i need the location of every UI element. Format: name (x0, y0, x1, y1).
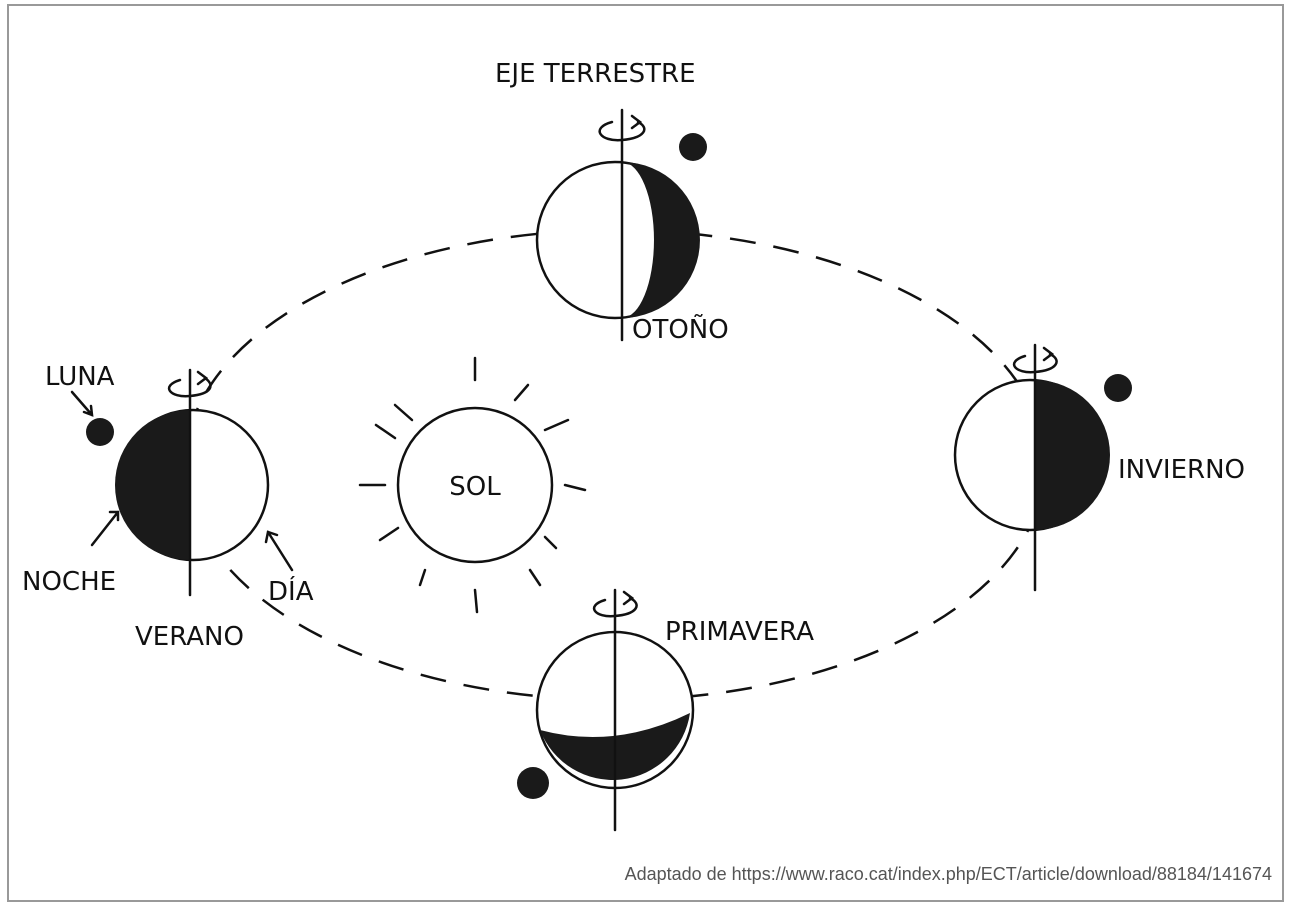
caption: Adaptado de https://www.raco.cat/index.p… (625, 864, 1272, 884)
winter-label: INVIERNO (1118, 455, 1245, 485)
diagram: SOL EJE TERRESTRE OTOÑO LUNA NOCHE DÍA V… (0, 0, 1291, 905)
night-label: NOCHE (22, 567, 116, 597)
summer-label: VERANO (135, 622, 244, 652)
autumn-label: OTOÑO (632, 313, 729, 345)
spring-label: PRIMAVERA (665, 617, 814, 647)
axis-label: EJE TERRESTRE (495, 59, 696, 89)
day-label: DÍA (268, 575, 314, 607)
sun-label: SOL (449, 472, 501, 502)
moon-label: LUNA (45, 362, 115, 392)
